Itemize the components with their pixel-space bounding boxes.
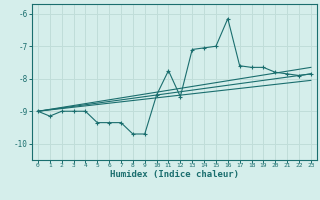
X-axis label: Humidex (Indice chaleur): Humidex (Indice chaleur) <box>110 170 239 179</box>
